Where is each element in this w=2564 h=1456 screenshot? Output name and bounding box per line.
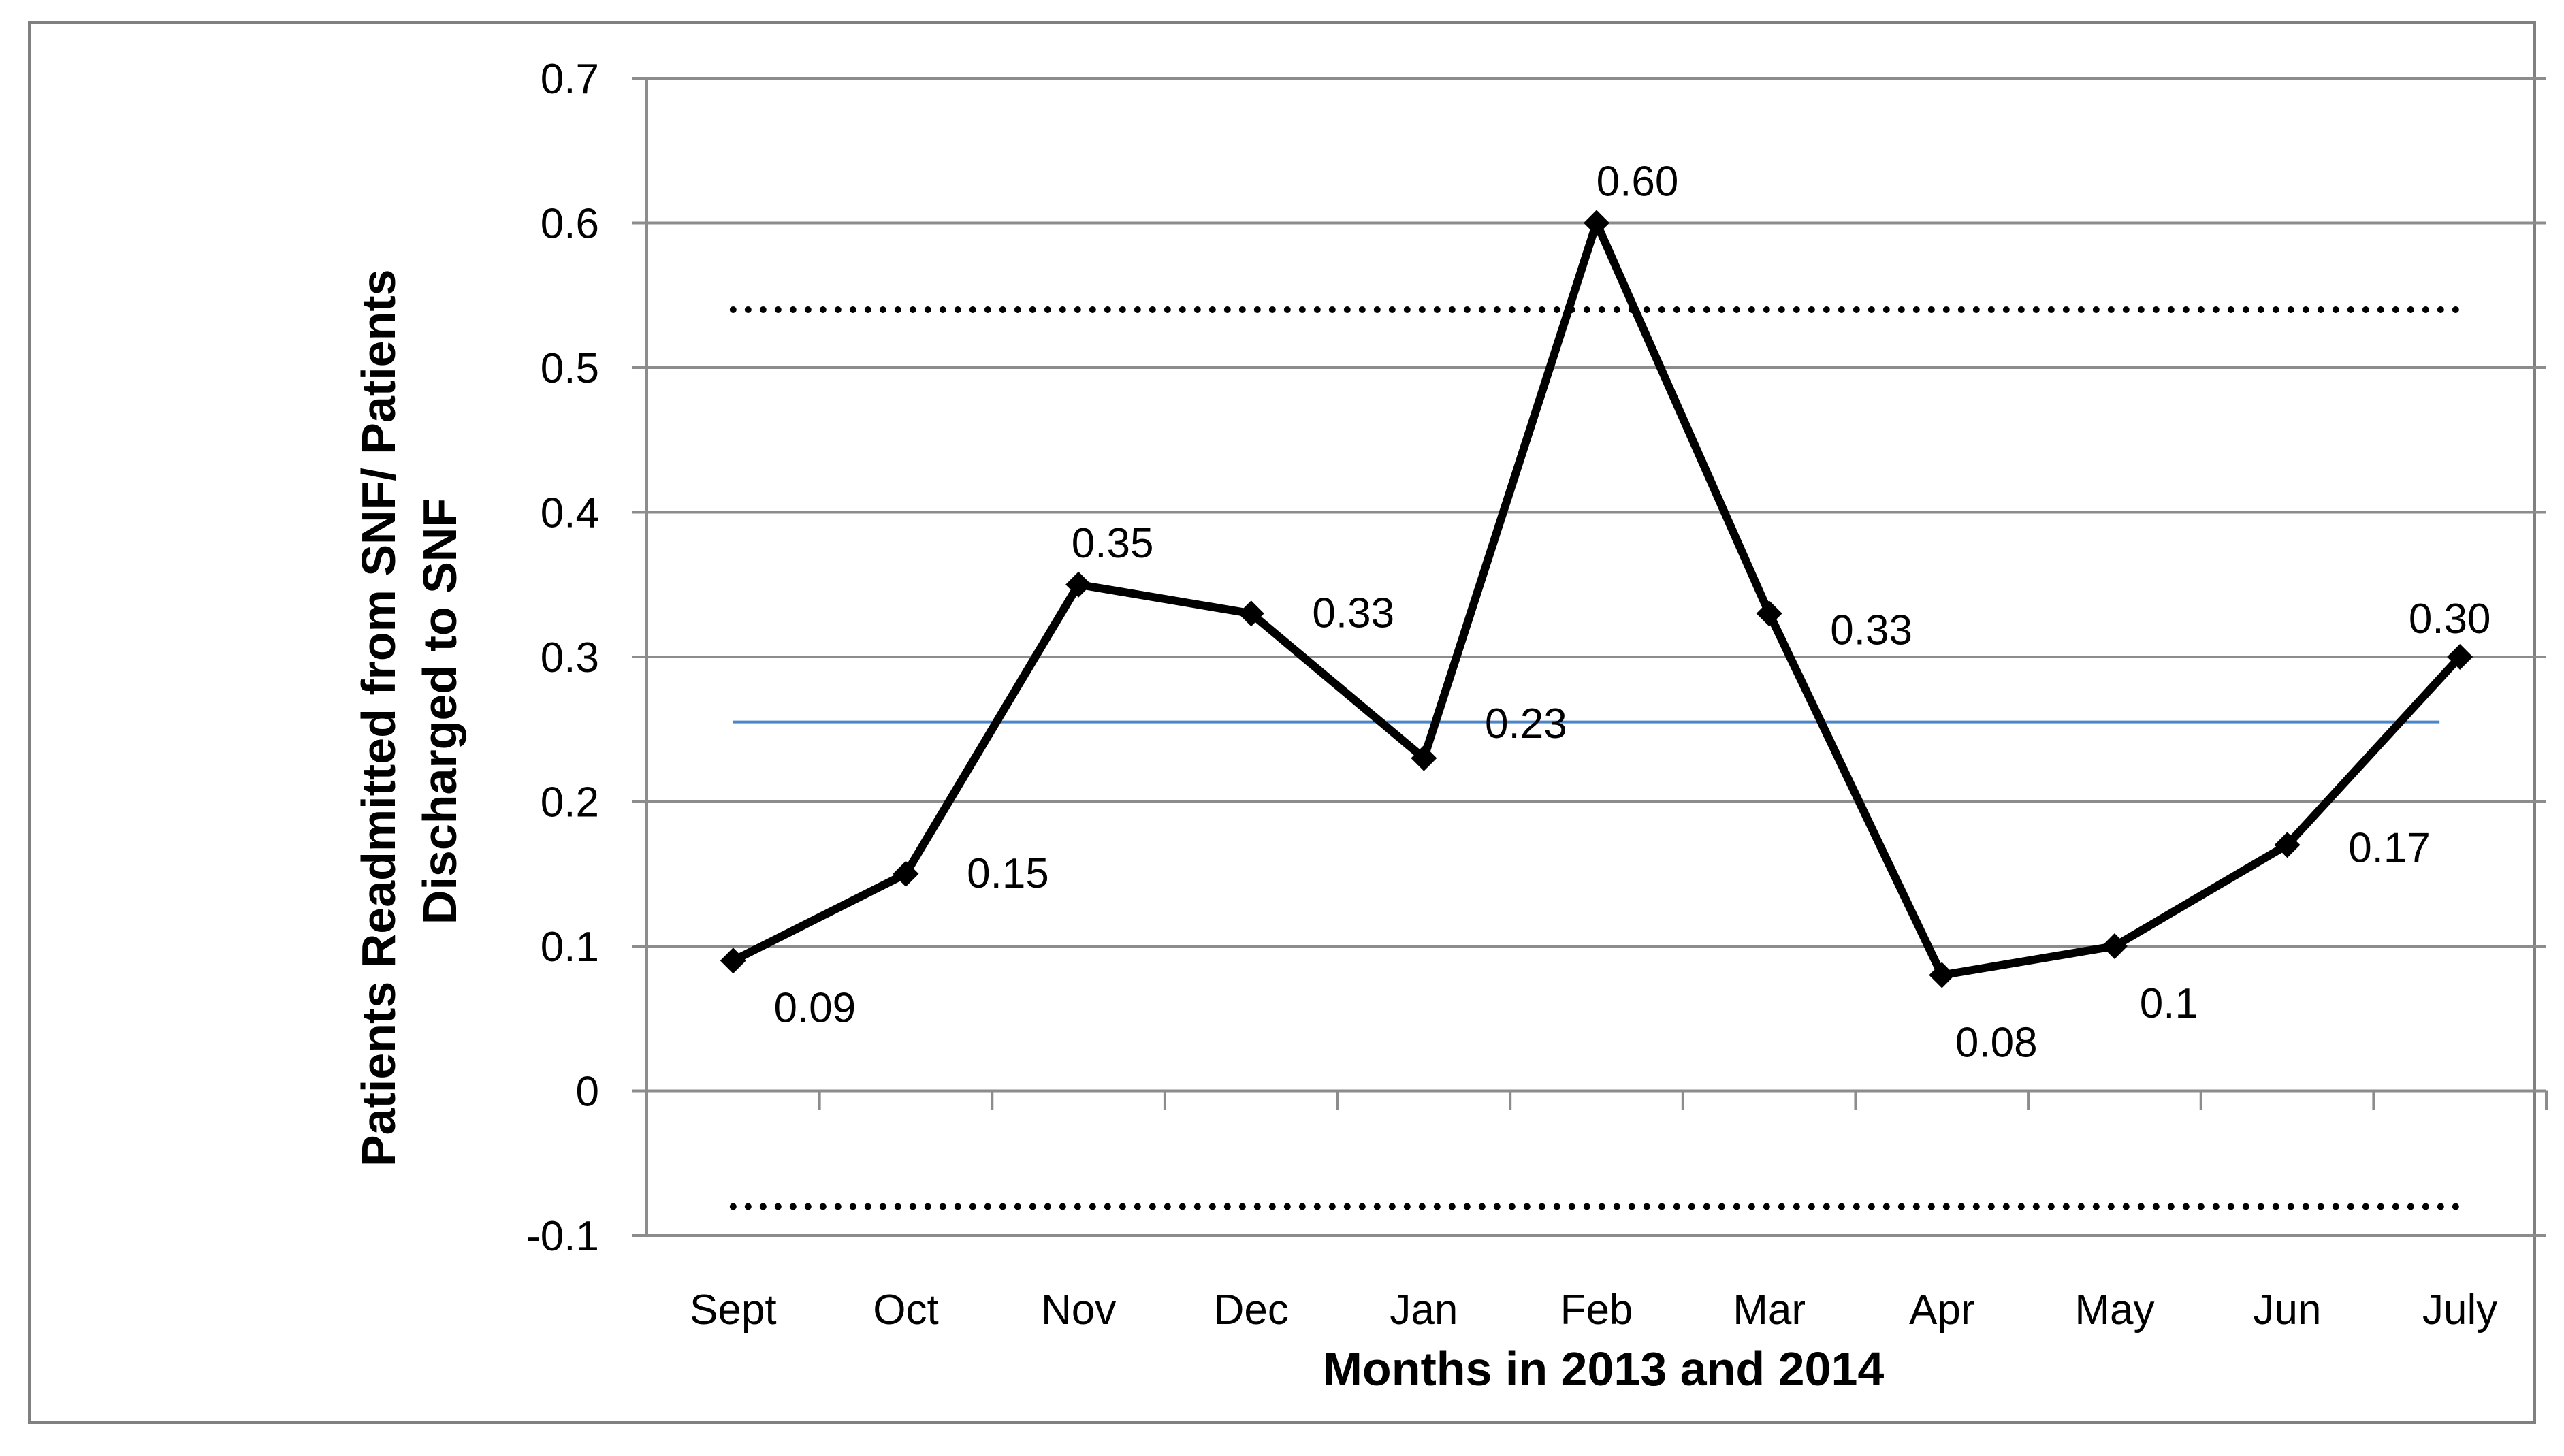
data-label: 0.35 (1072, 520, 1154, 567)
data-point-marker (720, 948, 746, 974)
data-label: 0.08 (1955, 1020, 2038, 1067)
x-tick-label: Jan (1390, 1287, 1458, 1333)
y-axis-title: Patients Readmitted from SNF/ Patients D… (352, 256, 466, 1167)
y-tick-label: 0.5 (541, 345, 599, 392)
x-tick-label: May (2074, 1287, 2154, 1333)
x-axis-title: Months in 2013 and 2014 (1323, 1342, 1885, 1395)
data-label: 0.23 (1485, 700, 1567, 747)
data-point-marker (2274, 832, 2301, 858)
x-tick-label: Oct (873, 1287, 938, 1333)
y-tick-label: 0.2 (541, 779, 599, 826)
x-tick-label: Jun (2254, 1287, 2322, 1333)
data-label: 0.60 (1597, 159, 1679, 206)
y-tick-label: 0.6 (541, 201, 599, 248)
data-point-marker (1065, 571, 1092, 598)
x-tick-label: July (2422, 1287, 2497, 1333)
axes (632, 77, 2548, 1237)
x-tick-label: Mar (1733, 1287, 1806, 1333)
data-label: 0.17 (2348, 824, 2431, 871)
data-point-marker (2101, 933, 2128, 959)
y-tick-label: 0.4 (541, 490, 599, 537)
data-label: 0.09 (773, 984, 856, 1031)
data-label: 0.1 (2140, 980, 2198, 1027)
x-tick-label: Feb (1560, 1287, 1633, 1333)
y-tick-label: 0.1 (541, 924, 599, 971)
data-label: 0.15 (967, 850, 1049, 897)
y-tick-label: 0.3 (541, 634, 599, 681)
x-tick-label: Sept (690, 1287, 777, 1333)
data-label: 0.30 (2409, 596, 2491, 643)
data-point-marker (1411, 745, 1437, 771)
data-point-marker (1584, 210, 1609, 236)
x-tick-label: Apr (1909, 1287, 1974, 1333)
y-tick-label: 0.7 (541, 56, 599, 103)
data-point-marker (893, 860, 919, 887)
y-axis-title-line-1: Patients Readmitted from SNF/ Patients (352, 269, 405, 1167)
data-label: 0.33 (1830, 606, 1912, 653)
data-label: 0.33 (1312, 589, 1394, 636)
y-axis-title-line-2: Discharged to SNF (413, 498, 466, 924)
data-point-marker (2447, 644, 2473, 670)
y-tick-label: 0 (576, 1069, 599, 1116)
labels: 0.7 0.6 0.5 0.4 0.3 0.2 0.1 0 -0.1 Sept Oct Nov Dec J… (526, 56, 2497, 1333)
data-point-marker (1756, 600, 1782, 627)
reference-lines (729, 306, 2464, 1210)
y-tick-label: -0.1 (526, 1213, 599, 1260)
x-tick-label: Nov (1041, 1287, 1116, 1333)
series (720, 210, 2473, 988)
data-point-marker (1238, 600, 1264, 627)
data-point-marker (1929, 962, 1955, 988)
x-tick-label: Dec (1214, 1287, 1289, 1333)
gridlines (647, 77, 2546, 1237)
